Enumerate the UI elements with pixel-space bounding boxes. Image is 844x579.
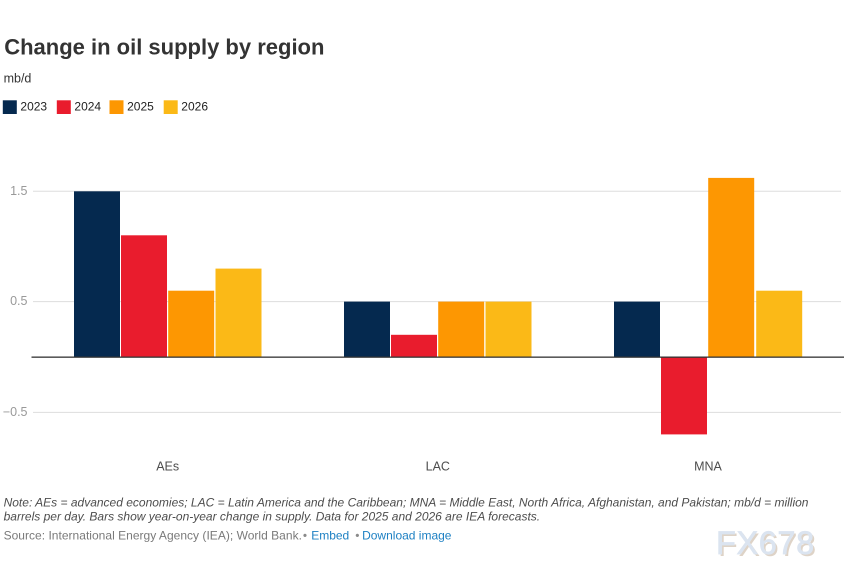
svg-text:Change in oil supply by region: Change in oil supply by region [4,34,324,59]
svg-text:barrels per day. Bars show yea: barrels per day. Bars show year-on-year … [4,510,541,524]
svg-text:FX678: FX678 [718,527,817,563]
svg-text:1.5: 1.5 [10,184,27,198]
svg-text:Download image: Download image [362,528,452,542]
svg-text:Note: AEs = advanced economies: Note: AEs = advanced economies; LAC = La… [4,495,809,509]
svg-text:2025: 2025 [127,100,154,114]
svg-text:2026: 2026 [181,100,208,114]
svg-text:mb/d: mb/d [4,72,32,86]
svg-text:AEs: AEs [156,459,179,473]
svg-text:FX678: FX678 [716,525,815,561]
svg-text:0.5: 0.5 [10,294,27,308]
svg-text:Source: International Energy A: Source: International Energy Agency (IEA… [4,528,302,542]
svg-text:Embed: Embed [311,528,349,542]
svg-text:−0.5: −0.5 [3,405,28,419]
svg-text:LAC: LAC [426,459,450,473]
svg-text:MNA: MNA [694,459,722,473]
svg-text:2023: 2023 [20,100,47,114]
svg-text:2024: 2024 [74,100,101,114]
svg-text:•: • [303,528,307,542]
svg-text:•: • [355,528,359,542]
